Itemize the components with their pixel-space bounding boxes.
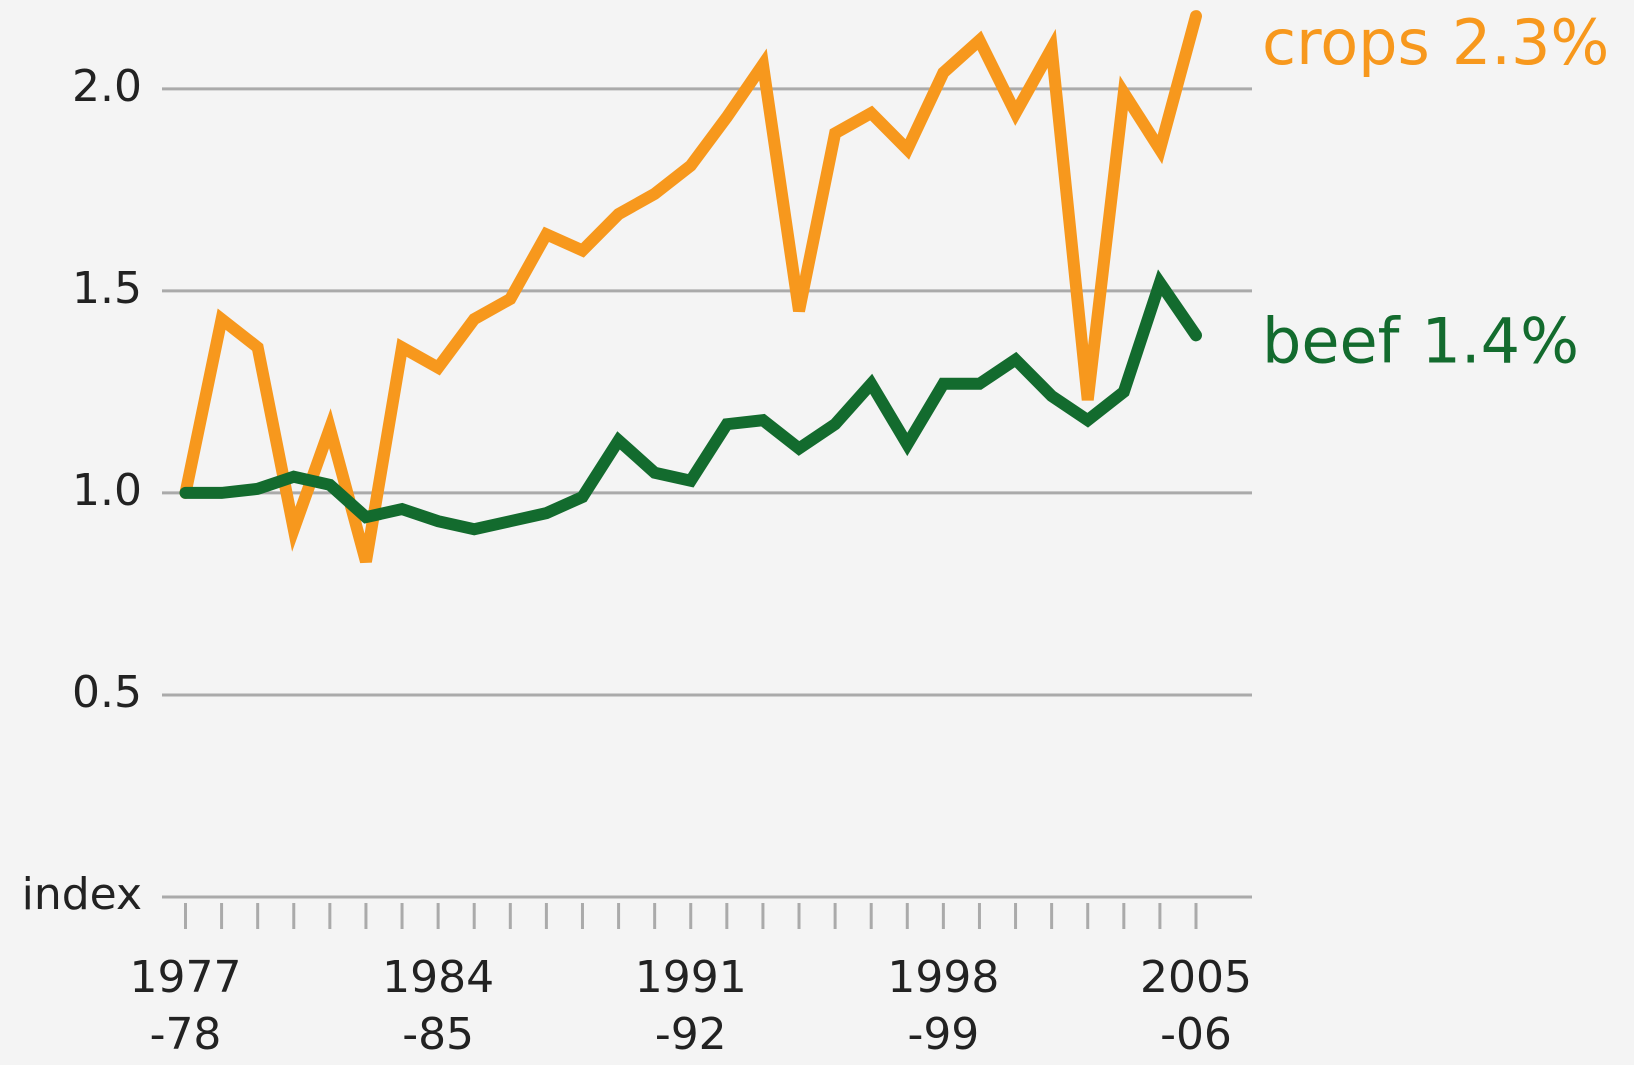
x-tick-label: 1977 -78	[130, 952, 242, 1060]
series-label: beef 1.4%	[1262, 304, 1579, 377]
y-tick-label: 1.0	[72, 465, 142, 516]
series-growth: 2.3%	[1452, 6, 1610, 79]
series-name: beef	[1262, 304, 1402, 377]
series-growth: 1.4%	[1421, 304, 1579, 377]
y-tick-label: index	[22, 869, 142, 920]
series-name: crops	[1262, 6, 1430, 79]
series-line	[179, 269, 1202, 536]
x-tick-label: 2005 -06	[1140, 952, 1252, 1060]
x-tick-label: 1991 -92	[635, 952, 747, 1060]
series-line	[179, 10, 1202, 564]
x-tick-label: 1998 -99	[887, 952, 999, 1060]
y-tick-label: 1.5	[72, 263, 142, 314]
series-label: crops 2.3%	[1262, 6, 1609, 79]
y-tick-label: 0.5	[72, 667, 142, 718]
y-tick-label: 2.0	[72, 61, 142, 112]
x-tick-label: 1984 -85	[382, 952, 494, 1060]
